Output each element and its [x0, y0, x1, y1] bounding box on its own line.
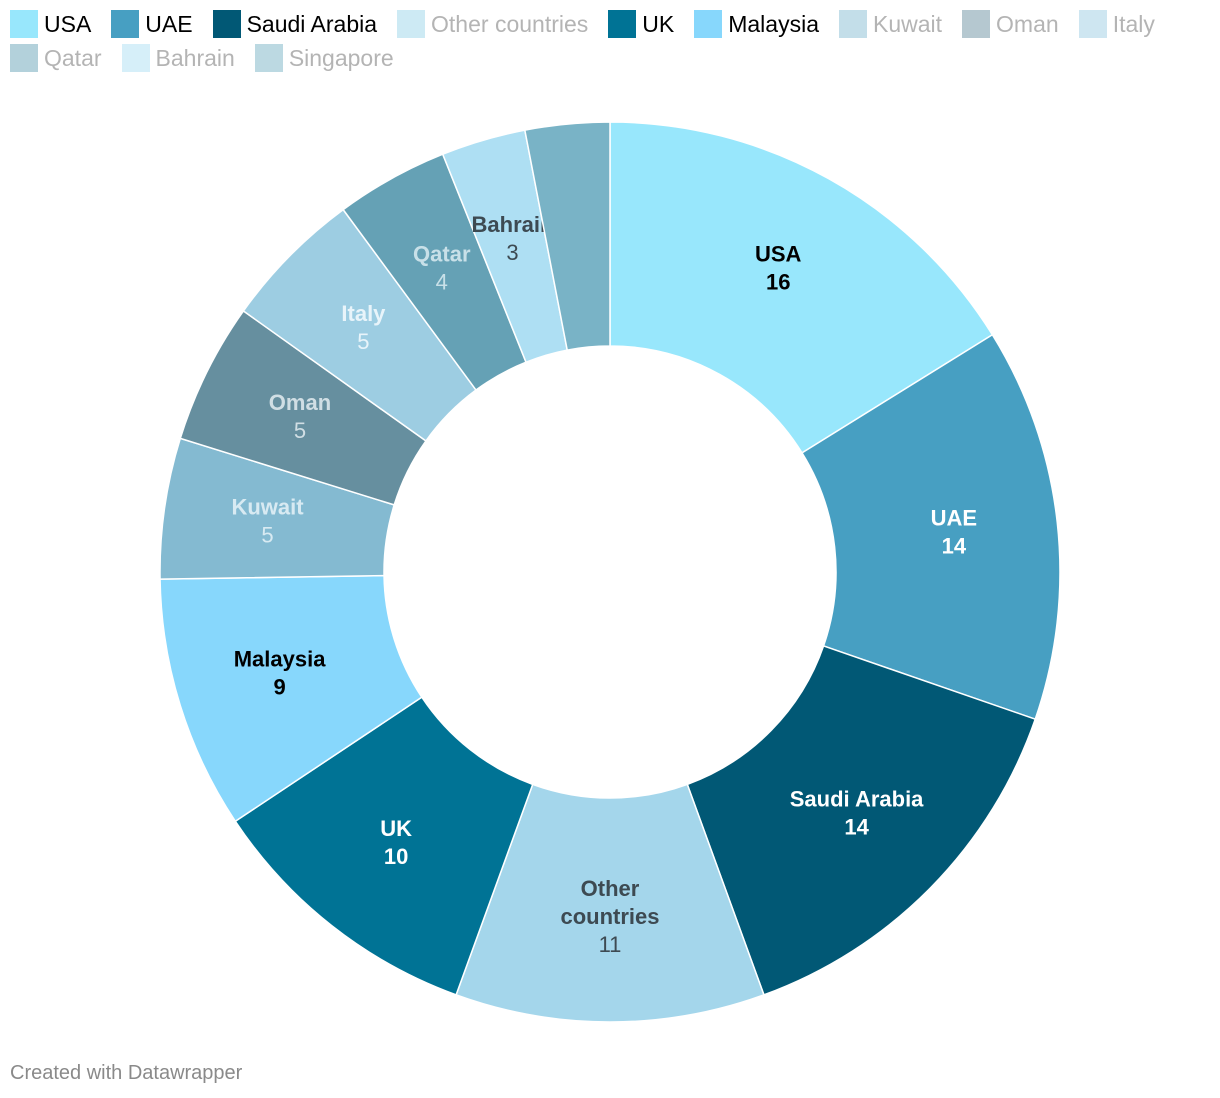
slice-value-label: 5 — [357, 329, 369, 354]
legend-swatch — [111, 10, 140, 38]
legend-item-singapore[interactable]: Singapore — [254, 44, 394, 72]
legend-label: Saudi Arabia — [246, 11, 378, 37]
slice-label-kuwait: Kuwait 5 — [231, 495, 304, 548]
legend-item-uk[interactable]: UK — [608, 10, 674, 38]
slice-name-label: Saudi Arabia — [790, 787, 924, 812]
slice-name-label: Bahrain — [472, 212, 554, 237]
slice-name-label: countries — [560, 904, 659, 929]
slice-value-label: 4 — [436, 269, 448, 294]
slice-name-label: UK — [380, 816, 412, 841]
slice-label-usa: USA 16 — [755, 241, 802, 294]
slice-name-label: UAE — [931, 505, 977, 530]
legend-label: UK — [642, 11, 675, 37]
slice-value-label: 5 — [294, 418, 306, 443]
footer-credit: Created with Datawrapper — [10, 1062, 243, 1084]
legend-item-malaysia[interactable]: Malaysia — [694, 10, 819, 38]
legend-label: Malaysia — [728, 11, 819, 37]
legend-label: Bahrain — [155, 45, 235, 71]
slice-name-label: Other — [581, 876, 640, 901]
donut-slice-saudi-arabia[interactable] — [686, 644, 1037, 996]
slice-label-malaysia: Malaysia 9 — [234, 647, 326, 700]
legend-swatch — [397, 10, 426, 38]
slice-name-label: Malaysia — [234, 647, 326, 672]
slice-label-other-countries: Other countries 11 — [560, 876, 659, 957]
donut-slice-singapore[interactable] — [523, 121, 611, 351]
legend-label: Qatar — [44, 45, 102, 71]
legend-item-uae[interactable]: UAE — [111, 10, 193, 38]
slice-label-oman: Oman 5 — [269, 390, 331, 443]
slice-value-label: 3 — [506, 240, 518, 265]
legend-swatch — [839, 10, 867, 38]
legend-item-saudi-arabia[interactable]: Saudi Arabia — [212, 10, 378, 38]
donut-slice-uae[interactable] — [801, 333, 1061, 721]
legend-swatch — [10, 10, 38, 38]
slice-label-uk: UK 10 — [380, 816, 412, 869]
slice-label-bahrain: Bahrain 3 — [472, 212, 554, 265]
legend-label: Kuwait — [873, 11, 943, 37]
slice-label-italy: Italy 5 — [341, 301, 386, 354]
legend-swatch — [10, 44, 38, 72]
legend-swatch — [608, 10, 637, 38]
slice-name-label: Oman — [269, 390, 331, 415]
slice-label-uae: UAE 14 — [931, 505, 977, 558]
legend-item-bahrain[interactable]: Bahrain — [121, 44, 235, 72]
slice-name-label: USA — [755, 241, 802, 266]
legend-item-qatar[interactable]: Qatar — [10, 44, 102, 72]
slice-value-label: 5 — [261, 523, 273, 548]
legend-swatch — [1078, 10, 1107, 38]
slice-value-label: 14 — [844, 815, 869, 840]
legend-item-other-countries[interactable]: Other countries — [397, 10, 588, 38]
legend-label: Singapore — [288, 45, 394, 71]
slice-label-saudi-arabia: Saudi Arabia 14 — [790, 787, 924, 840]
donut-slice-uk[interactable] — [234, 696, 534, 996]
legend-swatch — [694, 10, 723, 38]
legend-item-usa[interactable]: USA — [10, 10, 91, 38]
slice-value-label: 10 — [384, 844, 408, 869]
legend-label: Italy — [1112, 11, 1155, 37]
chart-legend: USA UAE Saudi Arabia Other countries UK Malay… — [10, 10, 1210, 72]
donut-slice-usa[interactable] — [609, 121, 994, 454]
donut-slice-other-countries[interactable] — [455, 783, 765, 1023]
slice-label-qatar: Qatar 4 — [413, 241, 471, 294]
legend-swatch — [121, 44, 150, 72]
legend-label: Oman — [996, 11, 1059, 37]
slice-name-label: Kuwait — [231, 495, 304, 520]
legend-swatch — [212, 10, 241, 38]
slice-value-label: 9 — [273, 675, 285, 700]
slice-value-label: 14 — [942, 533, 967, 558]
slice-value-label: 11 — [599, 932, 622, 957]
legend-item-kuwait[interactable]: Kuwait — [839, 10, 942, 38]
slice-name-label: Qatar — [413, 241, 471, 266]
slice-name-label: Italy — [341, 301, 386, 326]
legend-item-oman[interactable]: Oman — [962, 10, 1059, 38]
legend-swatch — [962, 10, 991, 38]
slice-value-label: 16 — [766, 269, 790, 294]
legend-swatch — [254, 44, 283, 72]
legend-label: UAE — [145, 11, 193, 37]
legend-item-italy[interactable]: Italy — [1078, 10, 1155, 38]
legend-label: USA — [44, 11, 92, 37]
legend-label: Other countries — [431, 11, 589, 37]
